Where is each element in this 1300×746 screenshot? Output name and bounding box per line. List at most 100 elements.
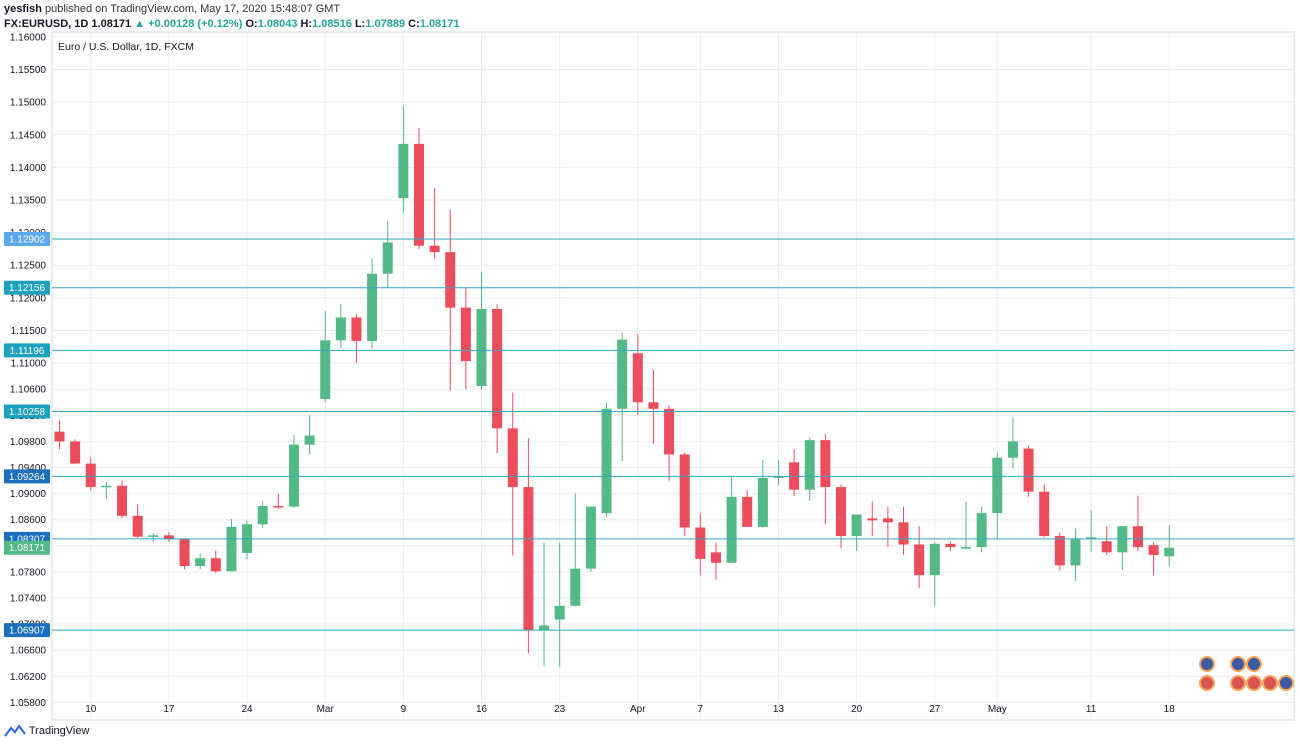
candle-body[interactable] — [882, 518, 893, 523]
candle-body[interactable] — [804, 440, 815, 490]
candle-body[interactable] — [851, 514, 862, 537]
candle-body[interactable] — [992, 457, 1003, 514]
candle-body[interactable] — [132, 515, 143, 537]
x-tick-label: 24 — [241, 704, 253, 715]
candle-body[interactable] — [476, 308, 487, 386]
level-label: 1.08307 — [9, 534, 46, 545]
candle-body[interactable] — [1101, 541, 1112, 553]
candle-body[interactable] — [1164, 547, 1175, 557]
y-tick-label: 1.14500 — [10, 130, 47, 141]
candle-body[interactable] — [726, 496, 737, 563]
event-icon[interactable] — [1230, 656, 1246, 672]
brand-label[interactable]: TradingView — [28, 724, 90, 737]
candle-body[interactable] — [273, 505, 284, 508]
candle-body[interactable] — [445, 252, 456, 308]
candle-body[interactable] — [101, 485, 112, 488]
candle-body[interactable] — [601, 408, 612, 514]
event-icon[interactable] — [1199, 656, 1215, 672]
candle-body[interactable] — [679, 454, 690, 528]
event-icon[interactable] — [1230, 675, 1246, 691]
open-value: 1.08043 — [257, 18, 298, 30]
candle-body[interactable] — [585, 506, 596, 569]
candle-body[interactable] — [976, 513, 987, 548]
candle-body[interactable] — [492, 308, 503, 429]
candle-body[interactable] — [382, 242, 393, 274]
candle-body[interactable] — [617, 339, 628, 409]
candle-body[interactable] — [507, 428, 518, 488]
candle-body[interactable] — [539, 625, 550, 631]
candle-body[interactable] — [757, 477, 768, 527]
candle-body[interactable] — [257, 505, 268, 525]
high-value: 1.08516 — [312, 18, 352, 30]
candle-body[interactable] — [523, 487, 534, 631]
x-tick-label: 10 — [85, 704, 97, 715]
candle-body[interactable] — [664, 408, 675, 455]
candle-body[interactable] — [648, 402, 659, 409]
candle-body[interactable] — [304, 435, 315, 445]
x-tick-label: Mar — [317, 704, 335, 715]
candle-body[interactable] — [195, 558, 206, 567]
candle-body[interactable] — [226, 526, 237, 572]
candle-body[interactable] — [929, 543, 940, 576]
candle-body[interactable] — [398, 143, 409, 199]
candle-body[interactable] — [429, 245, 440, 253]
event-icon[interactable] — [1199, 675, 1215, 691]
candle-body[interactable] — [117, 485, 128, 516]
candle-body[interactable] — [820, 440, 831, 488]
x-tick-label: 16 — [476, 704, 488, 715]
candle-body[interactable] — [367, 273, 378, 341]
level-label-bg — [4, 623, 50, 638]
x-tick-label: 11 — [1086, 704, 1097, 715]
candle-body[interactable] — [898, 522, 909, 545]
y-tick-label: 1.13500 — [10, 196, 47, 207]
candle-body[interactable] — [335, 317, 346, 341]
plot-border — [51, 31, 1295, 721]
candle-body[interactable] — [710, 552, 721, 563]
footer: TradingView — [4, 724, 89, 738]
candle-body[interactable] — [85, 463, 96, 488]
calendar-events[interactable] — [1199, 656, 1294, 691]
candle-body[interactable] — [320, 340, 331, 399]
candle-body[interactable] — [836, 487, 846, 537]
candle-body[interactable] — [148, 535, 159, 537]
last-price: 1.08171 — [91, 18, 132, 30]
y-tick-label: 1.09800 — [10, 437, 47, 448]
candle-body[interactable] — [961, 547, 972, 549]
candle-body[interactable] — [554, 605, 565, 620]
candle-body[interactable] — [1148, 545, 1159, 555]
y-tick-label: 1.16000 — [10, 32, 47, 43]
candle-body[interactable] — [1054, 536, 1065, 566]
candle-body[interactable] — [1132, 526, 1143, 548]
candle-body[interactable] — [914, 544, 925, 576]
candle-body[interactable] — [1070, 539, 1081, 566]
event-icon[interactable] — [1246, 656, 1262, 672]
author-name[interactable]: yesfish — [4, 3, 42, 15]
candle-body[interactable] — [54, 431, 65, 442]
candle-body[interactable] — [70, 441, 81, 464]
candle-body[interactable] — [867, 518, 878, 521]
event-icon[interactable] — [1246, 675, 1262, 691]
candle-body[interactable] — [1039, 491, 1050, 537]
candle-body[interactable] — [1023, 448, 1034, 492]
candle-body[interactable] — [288, 444, 299, 507]
candle-body[interactable] — [163, 535, 174, 540]
candle-body[interactable] — [945, 543, 956, 548]
x-tick-label: 17 — [163, 704, 175, 715]
candlestick-chart[interactable]: Euro / U.S. Dollar, 1D, FXCM 1.16000 1.15… — [0, 28, 1300, 722]
candle-body[interactable] — [742, 496, 753, 527]
candle-body[interactable] — [632, 353, 643, 403]
candle-body[interactable] — [570, 568, 581, 606]
candle-body[interactable] — [351, 317, 362, 341]
candle-body[interactable] — [1086, 537, 1097, 540]
candle-body[interactable] — [460, 307, 471, 362]
candle-body[interactable] — [210, 558, 221, 572]
candle-body[interactable] — [179, 539, 190, 567]
event-icon[interactable] — [1262, 675, 1278, 691]
candle-body[interactable] — [695, 527, 706, 559]
y-tick-label: 1.14000 — [10, 163, 47, 174]
candle-body[interactable] — [1007, 441, 1018, 458]
candle-body[interactable] — [773, 475, 784, 478]
y-tick-label: 1.05800 — [10, 698, 47, 709]
event-icon[interactable] — [1278, 675, 1294, 691]
candle-body[interactable] — [413, 143, 424, 246]
